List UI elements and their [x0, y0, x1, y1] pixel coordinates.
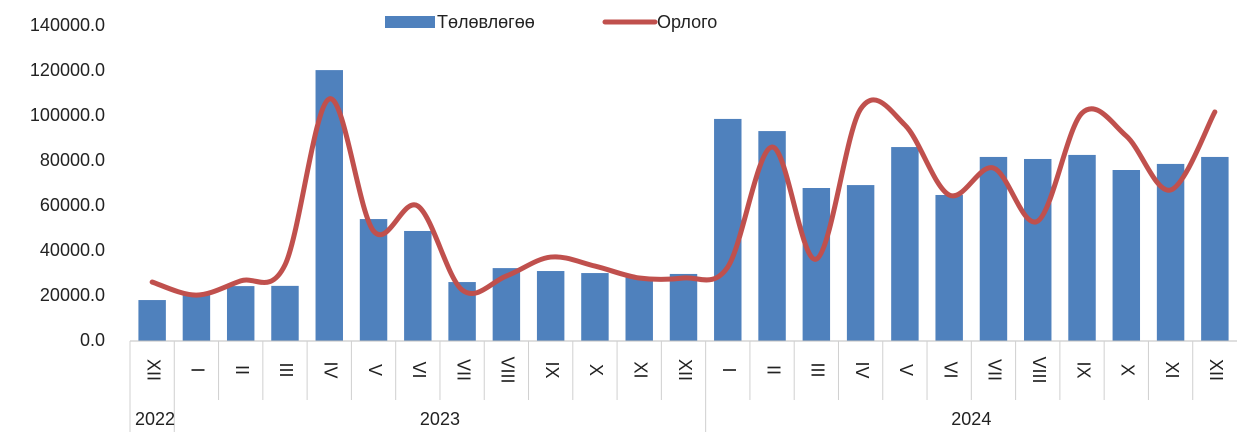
x-tick-label: VIII — [498, 356, 518, 383]
bar — [1068, 154, 1096, 341]
x-tick-label: II — [232, 365, 252, 375]
bar — [802, 188, 831, 341]
x-tick-label: IX — [542, 361, 562, 378]
x-tick-label: X — [586, 364, 606, 376]
x-tick-label: III — [276, 362, 296, 377]
x-tick-label: I — [188, 367, 208, 372]
bar — [1201, 156, 1229, 341]
bar — [625, 277, 653, 341]
x-tick-label: V — [365, 364, 385, 376]
x-tick-label: VI — [940, 361, 960, 378]
legend-swatch — [385, 16, 435, 28]
x-tick-label: V — [896, 364, 916, 376]
x-tick-label: VI — [409, 361, 429, 378]
bar — [669, 273, 698, 341]
y-tick-label: 40000.0 — [40, 240, 105, 260]
y-tick-label: 100000.0 — [30, 105, 105, 125]
y-tick-label: 80000.0 — [40, 150, 105, 170]
bar — [226, 286, 255, 341]
x-tick-label: IV — [852, 361, 872, 378]
legend-label: Төлөвлөгөө — [437, 12, 535, 32]
x-tick-label: VII — [453, 359, 473, 381]
x-tick-label: IV — [321, 361, 341, 378]
bar — [935, 194, 963, 341]
bar — [271, 285, 299, 341]
bar — [404, 230, 432, 341]
bar — [979, 156, 1008, 341]
bar — [1112, 170, 1141, 341]
x-tick-label: XII — [143, 359, 163, 381]
bar — [536, 271, 565, 341]
x-tick-label: XI — [630, 361, 650, 378]
bar — [359, 219, 388, 341]
bar — [182, 293, 211, 341]
x-tick-label: X — [1118, 364, 1138, 376]
x-tick-label: III — [808, 362, 828, 377]
bar — [138, 300, 166, 341]
x-tick-label: II — [763, 365, 783, 375]
bar — [581, 273, 609, 341]
bar — [846, 185, 875, 341]
x-tick-label: XI — [1162, 361, 1182, 378]
group-label: 2024 — [951, 409, 991, 429]
y-tick-label: 120000.0 — [30, 60, 105, 80]
y-tick-label: 20000.0 — [40, 285, 105, 305]
bar — [1156, 163, 1185, 341]
x-tick-label: XII — [1206, 359, 1226, 381]
x-tick-label: XII — [675, 359, 695, 381]
bar — [714, 118, 742, 341]
x-tick-label: I — [719, 367, 739, 372]
bar — [891, 147, 919, 341]
y-tick-label: 60000.0 — [40, 195, 105, 215]
x-tick-label: VIII — [1029, 356, 1049, 383]
y-tick-label: 140000.0 — [30, 15, 105, 35]
x-tick-label: VII — [985, 359, 1005, 381]
line — [149, 96, 1218, 298]
group-label: 2023 — [420, 409, 460, 429]
bar — [1024, 158, 1052, 341]
legend-label: Орлого — [657, 12, 717, 32]
x-tick-label: IX — [1073, 361, 1093, 378]
group-label: 2022 — [135, 409, 175, 429]
y-tick-label: 0.0 — [80, 330, 105, 350]
